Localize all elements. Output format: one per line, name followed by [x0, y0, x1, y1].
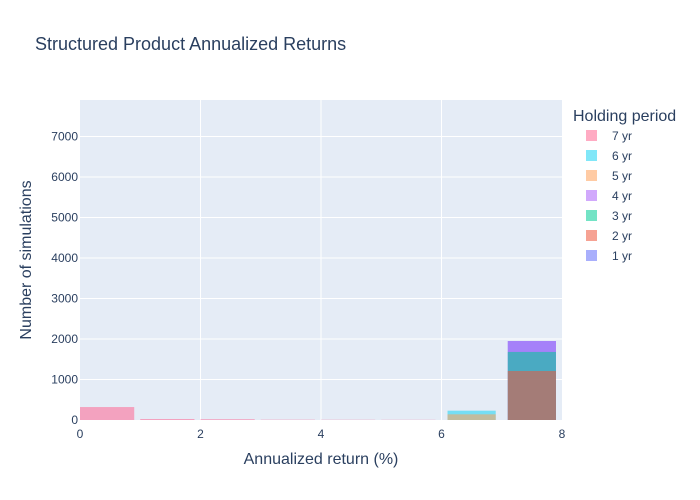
x-tick-label: 8 — [559, 427, 566, 441]
legend-swatch — [586, 210, 597, 221]
histogram-bar — [447, 414, 496, 420]
y-tick-label: 0 — [71, 413, 78, 427]
y-tick-label: 2000 — [51, 332, 78, 346]
y-axis-title: Number of simulations — [18, 180, 35, 339]
legend-swatch — [586, 190, 597, 201]
chart-title: Structured Product Annualized Returns — [35, 34, 346, 54]
legend-title: Holding period — [573, 108, 676, 125]
histogram-bar — [200, 419, 255, 420]
legend-swatch — [586, 150, 597, 161]
x-tick-label: 6 — [438, 427, 445, 441]
histogram-bar — [507, 370, 556, 420]
bars-layer — [80, 341, 556, 420]
legend-label: 1 yr — [612, 249, 632, 263]
y-tick-label: 7000 — [51, 129, 78, 143]
x-axis-ticks: 0 2 4 6 8 — [77, 427, 566, 441]
y-tick-label: 3000 — [51, 291, 78, 305]
x-tick-label: 0 — [77, 427, 84, 441]
legend-swatch — [586, 250, 597, 261]
legend: Holding period 7 yr 6 yr 5 yr 4 yr 3 yr 2 yr 1… — [573, 108, 676, 263]
legend-label: 3 yr — [612, 209, 632, 223]
x-axis-title: Annualized return (%) — [244, 451, 399, 468]
y-tick-label: 6000 — [51, 170, 78, 184]
x-tick-label: 4 — [318, 427, 325, 441]
legend-label: 2 yr — [612, 229, 632, 243]
legend-label: 5 yr — [612, 169, 632, 183]
y-axis-ticks: 0 1000 2000 3000 4000 5000 6000 7000 — [51, 129, 78, 427]
y-tick-label: 5000 — [51, 210, 78, 224]
y-tick-label: 1000 — [51, 372, 78, 386]
legend-swatch — [586, 230, 597, 241]
histogram-bar — [80, 407, 135, 420]
legend-label: 4 yr — [612, 189, 632, 203]
legend-items: 7 yr 6 yr 5 yr 4 yr 3 yr 2 yr 1 yr — [586, 129, 632, 263]
legend-label: 7 yr — [612, 129, 632, 143]
legend-swatch — [586, 170, 597, 181]
x-tick-label: 2 — [197, 427, 204, 441]
histogram-bar — [140, 418, 195, 420]
gridlines — [80, 100, 562, 420]
legend-swatch — [586, 130, 597, 141]
legend-label: 6 yr — [612, 149, 632, 163]
y-tick-label: 4000 — [51, 251, 78, 265]
